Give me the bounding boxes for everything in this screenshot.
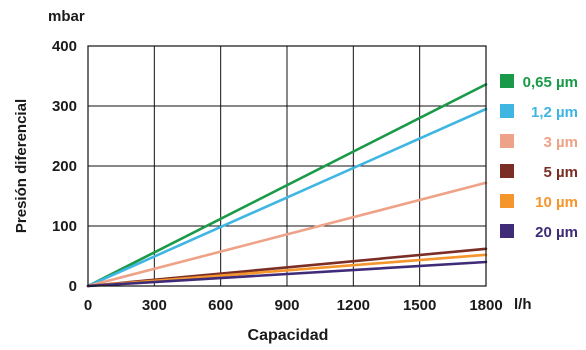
x-tick-label: 0 [84, 297, 92, 314]
legend-label: 5 µm [544, 164, 579, 181]
series-line [86, 107, 488, 288]
x-tick-labels: 0 300 600 900 1200 1500 1800 [84, 297, 503, 314]
x-tick-label: 1200 [337, 297, 370, 314]
legend-swatch [500, 104, 514, 118]
y-tick-labels: 0 100 200 300 400 [52, 38, 77, 295]
series-line [86, 260, 488, 288]
legend-label: 1,2 µm [531, 104, 578, 121]
legend: 0,65 µm 1,2 µm 3 µm 5 µm 10 µm 20 µm [500, 74, 578, 241]
x-tick-label: 900 [274, 297, 299, 314]
y-unit-label: mbar [48, 8, 85, 25]
plot-frame [87, 45, 487, 287]
legend-label: 10 µm [535, 194, 578, 211]
series-lines [86, 83, 488, 288]
x-tick-label: 300 [142, 297, 167, 314]
y-tick-label: 400 [52, 38, 77, 55]
y-tick-label: 300 [52, 98, 77, 115]
legend-label: 20 µm [535, 224, 578, 241]
legend-swatch [500, 194, 514, 208]
y-tick-label: 100 [52, 218, 77, 235]
series-line [86, 83, 488, 288]
x-tick-label: 1800 [469, 297, 502, 314]
legend-label: 3 µm [544, 134, 579, 151]
grid [87, 45, 487, 287]
y-tick-label: 0 [69, 278, 77, 295]
y-tick-label: 200 [52, 158, 77, 175]
series-line [86, 181, 488, 288]
legend-swatch [500, 164, 514, 178]
y-axis-title: Presión diferencial [13, 99, 30, 233]
x-tick-label: 600 [208, 297, 233, 314]
x-axis-title: Capacidad [248, 327, 329, 344]
legend-swatch [500, 134, 514, 148]
x-tick-label: 1500 [403, 297, 436, 314]
legend-swatch [500, 224, 514, 238]
legend-swatch [500, 74, 514, 88]
legend-label: 0,65 µm [523, 74, 578, 91]
x-unit-label: l/h [514, 296, 532, 313]
